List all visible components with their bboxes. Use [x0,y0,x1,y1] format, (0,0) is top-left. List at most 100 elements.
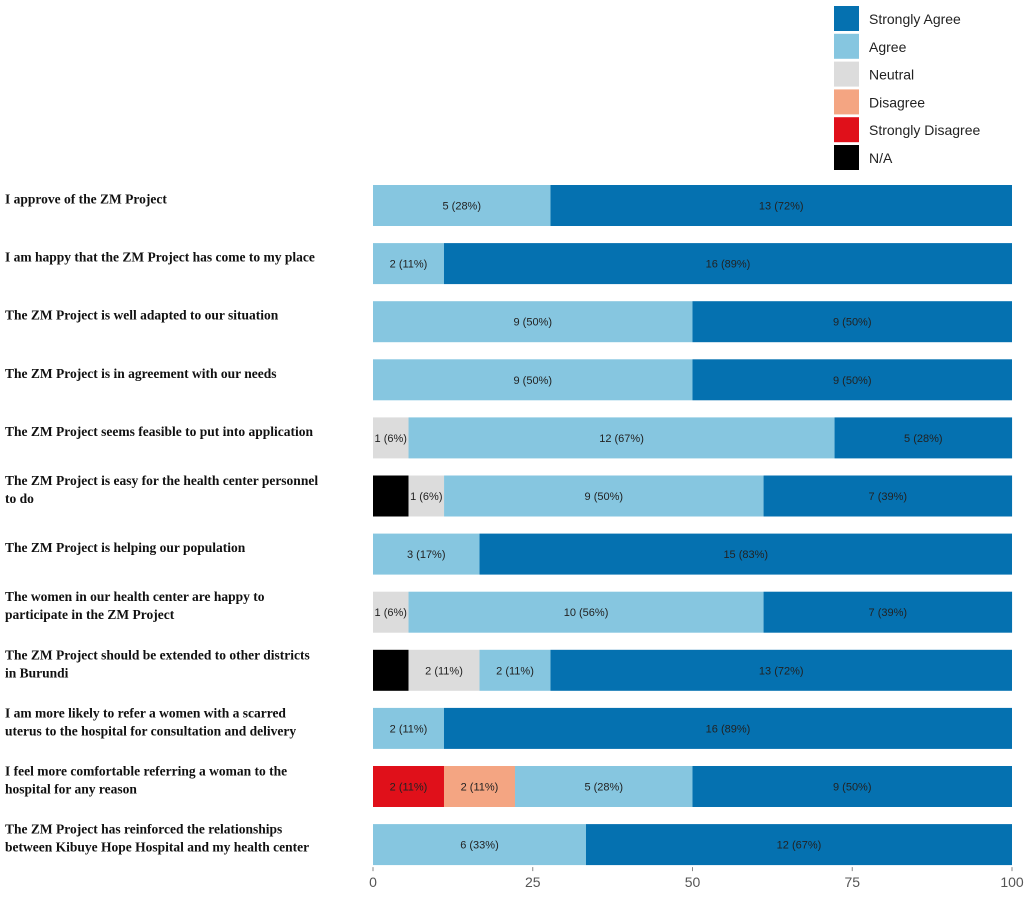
question-label-line: The ZM Project is helping our population [5,540,246,555]
x-tick-label: 0 [369,874,377,890]
bar-row: 2 (11%) 16 (89%) [373,707,1012,749]
data-label: 7 (39%) [869,607,908,619]
bar-segment-strongly-agree [834,417,1013,459]
bar-segment-agree [373,243,444,285]
data-label: 10 (56%) [564,607,609,619]
bar-segment-strongly-agree [443,243,1012,285]
bar-segment-strongly-agree [763,475,1013,517]
data-label: 2 (11%) [390,782,428,794]
question-label-line: to do [5,491,34,506]
question-label-line: I am happy that the ZM Project has come … [5,250,315,265]
data-label: 15 (83%) [723,549,768,561]
data-label: 1 (6%) [375,607,407,619]
bar-segment-disagree [443,766,515,807]
bar-row: 1 (6%) 12 (67%) 5 (28%) [373,417,1013,459]
data-label: 2 (11%) [425,665,463,677]
bar-segment-strongly-agree [692,766,1012,807]
bar-segment-agree [373,824,586,866]
bar-segment-n-a [373,649,409,691]
x-tick-label: 50 [685,874,701,890]
legend-swatch-strongly-disagree [834,117,859,143]
bar-segment-agree [373,185,551,226]
legend-label-disagree: Disagree [869,94,925,110]
data-label: 9 (50%) [513,317,552,329]
bar-segment-agree [373,301,693,343]
bar-segment-agree [514,766,693,807]
data-label: 2 (11%) [390,259,428,271]
bar-segment-strongly-disagree [373,766,444,807]
question-label-line: I feel more comfortable referring a woma… [5,764,287,779]
bar-segment-neutral [373,591,409,633]
data-label: 1 (6%) [410,491,442,503]
bar-segment-agree [444,475,764,517]
data-label: 6 (33%) [460,840,499,852]
data-label: 5 (28%) [442,201,481,213]
data-label: 9 (50%) [833,375,872,387]
question-label: I approve of the ZM Project [5,192,167,207]
bar-row: 9 (50%) 9 (50%) [373,301,1012,343]
data-label: 3 (17%) [407,549,446,561]
data-label: 7 (39%) [869,491,908,503]
bar-segment-strongly-agree [479,533,1012,575]
bar-row: 2 (11%) 16 (89%) [373,243,1012,285]
bar-segment-strongly-agree [443,707,1012,749]
legend-swatch-neutral [834,61,859,87]
bar-segment-agree [479,649,551,691]
question-label-line: The women in our health center are happy… [5,589,265,604]
legend-swatch-strongly-agree [834,6,859,31]
bar-segment-strongly-agree [692,301,1012,343]
x-axis: 0 25 50 75 100 [369,867,1024,890]
bar-segment-agree [408,417,835,459]
question-label-line: participate in the ZM Project [5,607,175,622]
bar-segment-strongly-agree [763,591,1013,633]
legend-swatch-disagree [834,89,859,115]
question-labels: I approve of the ZM Project I am happy th… [5,192,318,855]
bar-segment-strongly-agree [550,185,1012,226]
bar-segment-neutral [408,649,480,691]
data-label: 12 (67%) [599,433,644,445]
data-label: 1 (6%) [375,433,407,445]
question-label-line: The ZM Project seems feasible to put int… [5,424,313,439]
legend-label-strongly-agree: Strongly Agree [869,11,961,27]
question-label: I am happy that the ZM Project has come … [5,250,315,265]
bar-row: 6 (33%) 12 (67%) [373,824,1012,866]
question-label-line: I approve of the ZM Project [5,192,167,207]
legend-label-n-a: N/A [869,150,893,166]
question-label-line: The ZM Project has reinforced the relati… [5,822,282,837]
data-label: 12 (67%) [777,840,822,852]
bar-segment-neutral [373,417,409,459]
bar-segment-agree [373,707,444,749]
bar-segment-agree [408,591,764,633]
data-label: 9 (50%) [833,782,872,794]
bar-segment-agree [373,533,480,575]
bar-row: 1 (6%) 10 (56%) 7 (39%) [373,591,1013,633]
bar-row: 1 (6%) 9 (50%) 7 (39%) [373,475,1013,517]
data-label: 2 (11%) [390,723,428,735]
question-label: The women in our health center are happy… [5,589,265,622]
bar-row: 3 (17%) 15 (83%) [373,533,1012,575]
question-label-line: in Burundi [5,665,69,680]
legend-label-strongly-disagree: Strongly Disagree [869,122,980,138]
question-label: The ZM Project is in agreement with our … [5,366,276,381]
question-label: I am more likely to refer a women with a… [5,705,296,738]
question-label-line: The ZM Project is easy for the health ce… [5,473,318,488]
bar-row: 2 (11%) 2 (11%) 13 (72%) [373,649,1012,691]
question-label-line: The ZM Project is well adapted to our si… [5,308,279,323]
x-tick-label: 25 [525,874,541,890]
x-tick-label: 100 [1000,874,1024,890]
x-tick-label: 75 [844,874,860,890]
data-label: 2 (11%) [461,782,499,794]
legend-label-agree: Agree [869,39,907,55]
bar-segment-strongly-agree [692,359,1012,401]
data-label: 13 (72%) [759,201,804,213]
question-label-line: The ZM Project should be extended to oth… [5,647,310,662]
question-label: The ZM Project should be extended to oth… [5,647,310,680]
question-label: The ZM Project is helping our population [5,540,246,555]
question-label-line: uterus to the hospital for consultation … [5,723,296,738]
data-label: 16 (89%) [706,259,751,271]
question-label-line: between Kibuye Hope Hospital and my heal… [5,840,309,855]
question-label-line: The ZM Project is in agreement with our … [5,366,276,381]
bar-segment-strongly-agree [585,824,1012,866]
bar-row: 5 (28%) 13 (72%) [373,185,1012,226]
question-label: The ZM Project is well adapted to our si… [5,308,279,323]
